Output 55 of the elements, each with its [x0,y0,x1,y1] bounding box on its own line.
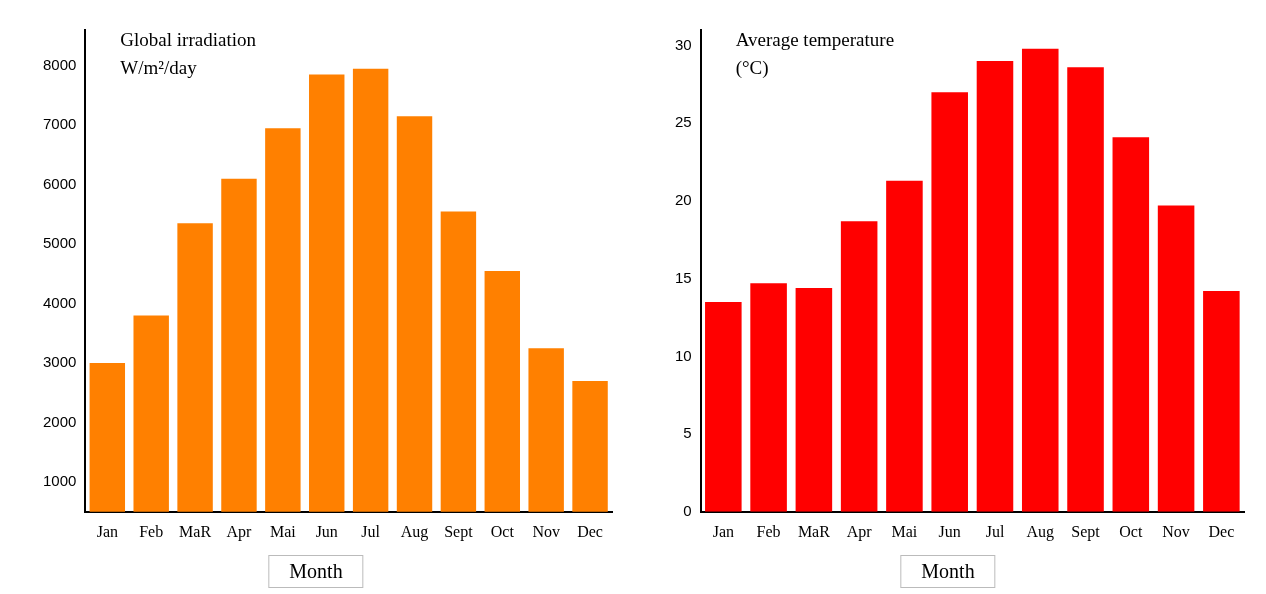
x-tick-label: Jun [315,522,338,540]
y-tick-label: 15 [675,268,692,286]
x-tick-label: Feb [756,522,781,540]
x-tick-label: Jul [361,522,381,540]
y-tick-label: 25 [675,113,692,131]
x-tick-label: Jan [712,522,734,540]
x-tick-label: Sept [1071,522,1101,541]
y-tick-label: 10 [675,346,692,364]
y-tick-label: 2000 [42,412,77,430]
y-tick-label: 6000 [42,174,77,192]
x-tick-label: Jan [96,522,118,540]
y-tick-label: 20 [675,191,692,209]
y-tick-label: 7000 [42,115,77,133]
y-tick-label: 0 [683,501,692,519]
x-tick-label: Feb [139,522,164,540]
x-tick-label: Nov [1162,522,1190,540]
y-tick-label: 5000 [42,234,77,252]
bar [750,283,787,512]
x-tick-label: Dec [1208,522,1235,540]
x-tick-label: Aug [400,522,429,541]
x-tick-label: Mai [891,522,918,540]
annotation: Global irradiation W/m²/day [120,29,257,79]
bar [1203,291,1240,512]
x-tick-label: Jun [938,522,961,540]
bar [886,180,923,512]
bar [1157,205,1195,512]
x-tick-label: Apr [226,522,253,541]
bar [931,92,968,512]
bar [705,301,742,512]
y-tick-label: 4000 [42,293,77,311]
x-tick-label: Nov [532,522,560,540]
x-tick-label: Apr [846,522,873,541]
y-tick-label: 1000 [42,472,77,490]
x-tick-label: Jul [985,522,1005,540]
x-tick-label: Oct [1119,522,1143,540]
bar [840,221,878,512]
bar [976,61,1014,512]
bar [1021,48,1059,512]
bar [1067,67,1104,512]
x-tick-label: Aug [1026,522,1055,541]
x-tick-label: Dec [577,522,603,540]
x-tick-label: MaR [797,522,831,540]
bar [1112,137,1150,512]
y-tick-label: 3000 [42,353,77,371]
x-tick-label: Sept [444,522,474,541]
bar [795,288,833,512]
x-tick-label: Oct [490,522,515,540]
y-tick-label: 5 [683,424,692,442]
x-tick-label: Mai [269,522,297,540]
x-axis-title: Month [268,555,364,588]
y-tick-label: 30 [675,35,692,53]
annotation: Average temperature (°C) [735,29,895,80]
x-axis-title: Month [900,555,996,588]
y-tick-label: 8000 [42,55,77,73]
x-tick-label: MaR [179,522,212,540]
